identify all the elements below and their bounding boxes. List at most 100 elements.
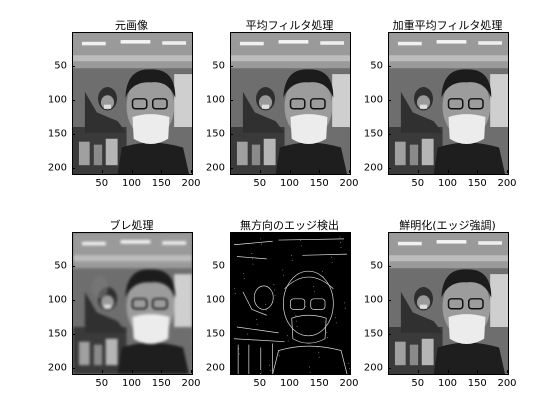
x-tick-label: 50 <box>95 378 109 389</box>
x-tick-label: 50 <box>411 178 425 189</box>
x-tick-mark <box>131 170 133 173</box>
x-tick-label: 200 <box>497 178 517 189</box>
x-tick-label: 100 <box>437 378 458 389</box>
y-tick-label: 150 <box>205 328 225 340</box>
x-tick-mark <box>447 170 449 173</box>
x-tick-label: 150 <box>151 178 171 189</box>
x-tick-label: 150 <box>151 378 171 389</box>
webcam-image <box>231 233 350 374</box>
x-tick-mark <box>349 370 350 373</box>
x-tick-mark <box>507 370 508 373</box>
x-tick-mark <box>259 170 261 173</box>
y-tick-label: 150 <box>47 128 67 140</box>
y-tick-label: 150 <box>47 328 67 340</box>
y-tick-mark <box>72 299 75 301</box>
y-tick-label: 200 <box>205 362 225 374</box>
x-tick-label: 50 <box>411 378 425 389</box>
y-tick-mark <box>72 66 75 68</box>
subplot-title: 無方向のエッジ検出 <box>240 219 339 232</box>
x-tick-label: 50 <box>253 178 267 189</box>
y-tick-label: 100 <box>47 294 67 306</box>
y-tick-mark <box>230 167 233 169</box>
subplot-axes <box>388 32 509 175</box>
y-tick-mark <box>72 266 75 268</box>
y-tick-mark <box>230 134 233 136</box>
x-tick-label: 50 <box>253 378 267 389</box>
y-tick-mark <box>388 367 391 369</box>
y-tick-label: 100 <box>363 294 383 306</box>
x-tick-label: 100 <box>121 178 142 189</box>
y-tick-label: 100 <box>205 94 225 106</box>
y-tick-label: 50 <box>212 260 225 272</box>
x-tick-mark <box>131 370 133 373</box>
y-tick-label: 200 <box>363 362 383 374</box>
x-tick-label: 200 <box>181 178 201 189</box>
webcam-image <box>389 233 508 374</box>
x-tick-mark <box>319 170 321 173</box>
y-tick-label: 200 <box>363 162 383 174</box>
x-tick-label: 100 <box>121 378 142 389</box>
x-tick-label: 200 <box>339 178 359 189</box>
y-tick-mark <box>388 299 391 301</box>
webcam-image <box>389 33 508 174</box>
y-tick-label: 50 <box>370 260 383 272</box>
y-tick-label: 150 <box>363 128 383 140</box>
y-tick-label: 50 <box>370 60 383 72</box>
x-tick-mark <box>349 170 350 173</box>
y-tick-mark <box>388 66 391 68</box>
x-tick-label: 200 <box>339 378 359 389</box>
x-tick-mark <box>101 370 103 373</box>
subplot-axes <box>72 32 193 175</box>
x-tick-mark <box>417 170 419 173</box>
y-tick-label: 50 <box>54 60 67 72</box>
x-tick-label: 100 <box>279 178 300 189</box>
y-tick-mark <box>72 367 75 369</box>
x-tick-label: 200 <box>497 378 517 389</box>
x-tick-mark <box>289 170 291 173</box>
y-tick-label: 50 <box>212 60 225 72</box>
y-tick-mark <box>388 167 391 169</box>
subplot-axes <box>230 32 351 175</box>
webcam-image <box>73 33 192 174</box>
subplot-axes <box>388 232 509 375</box>
subplot-title: 加重平均フィルタ処理 <box>392 19 503 32</box>
x-tick-label: 100 <box>279 378 300 389</box>
x-tick-mark <box>161 170 163 173</box>
y-tick-mark <box>230 266 233 268</box>
x-tick-mark <box>477 170 479 173</box>
y-tick-mark <box>72 167 75 169</box>
subplot-title: 平均フィルタ処理 <box>245 19 334 32</box>
y-tick-mark <box>230 99 233 101</box>
x-tick-label: 150 <box>467 178 487 189</box>
subplot-title: 元画像 <box>115 19 148 32</box>
y-tick-mark <box>72 134 75 136</box>
x-tick-label: 150 <box>309 378 329 389</box>
y-tick-label: 150 <box>205 128 225 140</box>
y-tick-mark <box>72 334 75 336</box>
x-tick-label: 150 <box>309 178 329 189</box>
webcam-image <box>231 33 350 174</box>
y-tick-mark <box>230 66 233 68</box>
x-tick-mark <box>477 370 479 373</box>
x-tick-mark <box>191 370 192 373</box>
x-tick-mark <box>319 370 321 373</box>
y-tick-label: 100 <box>47 94 67 106</box>
x-tick-mark <box>101 170 103 173</box>
y-tick-label: 200 <box>47 362 67 374</box>
x-tick-mark <box>161 370 163 373</box>
x-tick-mark <box>259 370 261 373</box>
y-tick-label: 200 <box>205 162 225 174</box>
y-tick-label: 50 <box>54 260 67 272</box>
y-tick-mark <box>388 99 391 101</box>
y-tick-mark <box>388 134 391 136</box>
subplot-axes <box>230 232 351 375</box>
x-tick-label: 200 <box>181 378 201 389</box>
x-tick-mark <box>447 370 449 373</box>
x-tick-label: 50 <box>95 178 109 189</box>
x-tick-label: 100 <box>437 178 458 189</box>
x-tick-mark <box>417 370 419 373</box>
x-tick-mark <box>191 170 192 173</box>
y-tick-mark <box>388 334 391 336</box>
y-tick-label: 150 <box>363 328 383 340</box>
